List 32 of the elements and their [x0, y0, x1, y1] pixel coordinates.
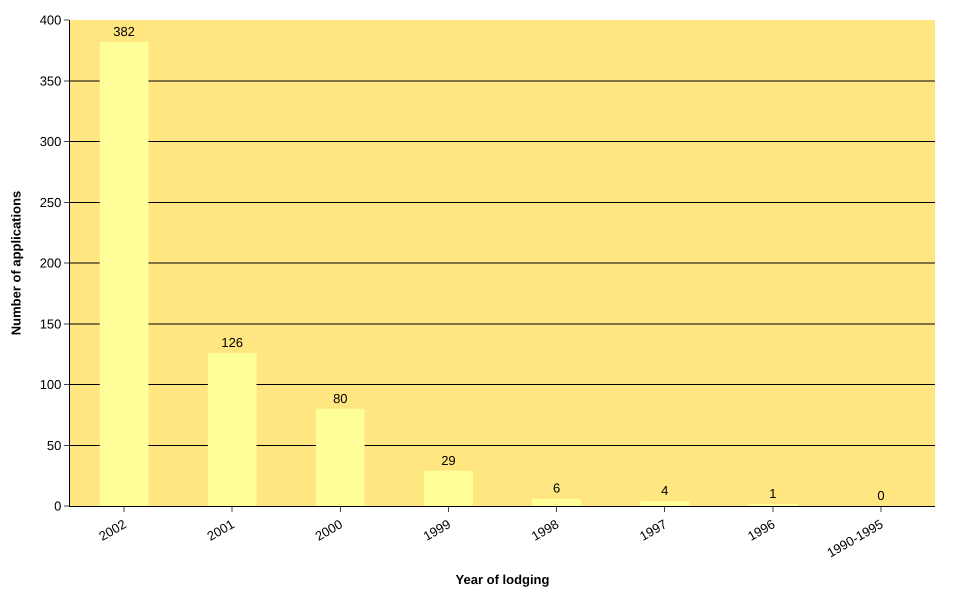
x-tick-label: 2001 [204, 516, 237, 544]
y-tick-label: 250 [40, 194, 62, 210]
x-tick-label: 1996 [745, 516, 778, 544]
bar [532, 498, 581, 506]
y-tick-label: 300 [40, 134, 62, 150]
bar [316, 408, 365, 506]
data-label: 0 [877, 488, 885, 503]
data-label: 6 [552, 480, 560, 496]
data-label: 4 [661, 483, 668, 498]
y-tick-label: 150 [40, 316, 62, 332]
data-label: 126 [221, 334, 244, 350]
bar [640, 501, 690, 506]
x-tick-label: 1997 [636, 516, 670, 544]
x-tick-label: 2000 [312, 516, 346, 544]
bar [100, 42, 148, 506]
y-tick-label: 200 [40, 256, 62, 271]
y-tick-label: 350 [40, 73, 62, 88]
y-axis-title: Number of applications [8, 190, 24, 336]
bar [424, 470, 473, 506]
data-label: 80 [333, 390, 348, 406]
y-tick-label: 50 [46, 438, 62, 453]
y-tick-label: 0 [54, 498, 62, 514]
data-label: 382 [113, 24, 135, 39]
x-axis-title: Year of lodging [456, 572, 550, 588]
y-tick-label: 400 [40, 12, 62, 28]
x-tick-label: 2002 [96, 516, 129, 544]
y-tick-label: 100 [40, 377, 62, 392]
data-label: 1 [769, 486, 776, 501]
x-tick-label: 1998 [528, 516, 562, 544]
x-tick-label: 1999 [420, 516, 454, 544]
data-label: 29 [441, 452, 456, 468]
bar [208, 352, 257, 506]
